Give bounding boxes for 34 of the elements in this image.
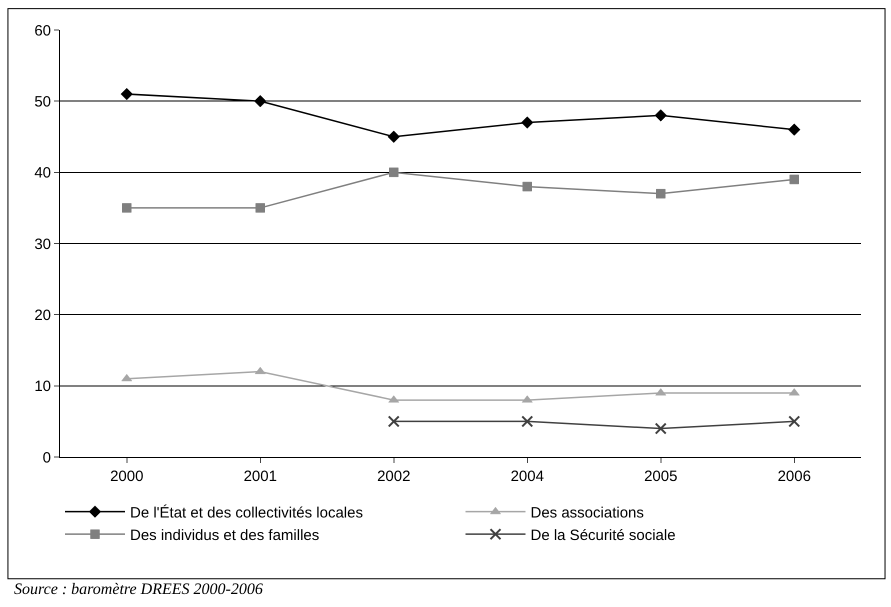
point <box>389 168 398 178</box>
point <box>790 174 799 184</box>
point <box>654 422 667 435</box>
point <box>522 182 532 192</box>
y-tick-label: 40 <box>34 164 51 182</box>
y-tick-label: 20 <box>34 306 51 324</box>
y-tick-label: 60 <box>34 22 51 40</box>
point <box>254 95 266 108</box>
point <box>521 116 534 129</box>
legend-label: De l'État et des collectivités locales <box>130 504 363 522</box>
x-tick-label: 2004 <box>510 468 544 485</box>
y-tick-label: 0 <box>42 449 51 466</box>
point <box>656 188 666 198</box>
point <box>388 415 400 428</box>
y-tick-label: 10 <box>34 378 51 396</box>
point <box>122 203 132 213</box>
legend-label: Des associations <box>530 504 644 522</box>
legend-label: De la Sécurité sociale <box>530 527 676 544</box>
y-tick-label: 30 <box>34 236 51 253</box>
point <box>788 124 800 136</box>
x-tick-label: 2001 <box>244 468 277 485</box>
legend-label: Des individus et des familles <box>130 527 320 544</box>
point <box>521 415 534 428</box>
x-tick-label: 2000 <box>110 468 144 485</box>
x-tick-label: 2006 <box>778 468 811 485</box>
point <box>388 130 400 143</box>
point <box>788 415 800 428</box>
point <box>120 88 133 100</box>
x-tick-label: 2005 <box>644 468 678 485</box>
y-tick-label: 50 <box>34 93 51 110</box>
point <box>256 203 265 213</box>
point <box>654 109 667 122</box>
x-tick-label: 2002 <box>377 468 410 485</box>
source-note: Source : baromètre DREES 2000-2006 <box>14 581 263 598</box>
